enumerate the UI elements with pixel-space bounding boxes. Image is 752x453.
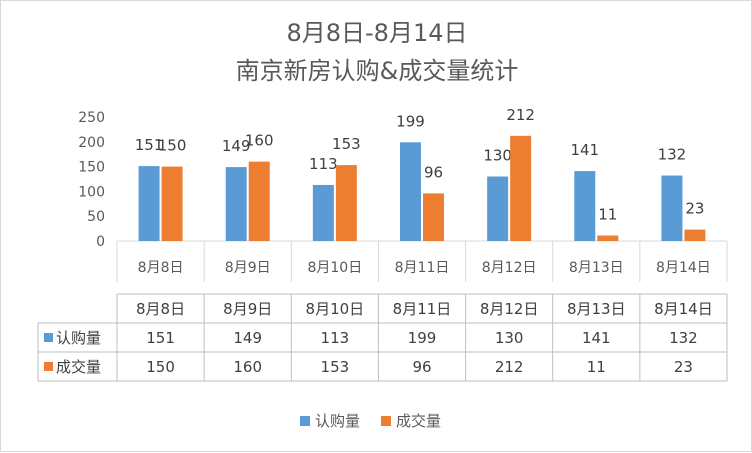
bar bbox=[335, 165, 357, 241]
bar bbox=[423, 193, 444, 241]
table-cell: 130 bbox=[495, 329, 524, 347]
table-header-cell: 8月10日 bbox=[306, 300, 365, 318]
table-cell: 199 bbox=[408, 329, 437, 347]
bar bbox=[400, 142, 421, 241]
table-header-cell: 8月9日 bbox=[223, 300, 272, 318]
bar bbox=[312, 184, 334, 241]
bar bbox=[248, 161, 270, 241]
table-cell: 113 bbox=[321, 329, 350, 347]
data-label: 150 bbox=[158, 137, 187, 155]
table-header-cell: 8月13日 bbox=[567, 300, 626, 318]
bar bbox=[684, 229, 706, 241]
x-tick-label: 8月9日 bbox=[225, 260, 271, 276]
chart-title-line2: 南京新房认购&成交量统计 bbox=[236, 57, 519, 85]
y-tick-label: 250 bbox=[78, 110, 105, 126]
data-label: 11 bbox=[598, 206, 617, 224]
table-cell: 153 bbox=[321, 358, 350, 376]
data-label: 151 bbox=[135, 136, 164, 154]
table-row-label: 成交量 bbox=[56, 358, 101, 376]
legend-label: 成交量 bbox=[396, 412, 441, 430]
data-label: 96 bbox=[424, 163, 443, 181]
data-label: 160 bbox=[245, 132, 274, 150]
data-label: 199 bbox=[396, 112, 425, 130]
x-tick-label: 8月14日 bbox=[656, 260, 711, 276]
data-label: 130 bbox=[483, 147, 512, 165]
table-header-cell: 8月12日 bbox=[480, 300, 539, 318]
y-tick-label: 200 bbox=[78, 135, 105, 151]
table-legend-key bbox=[44, 362, 53, 371]
bar bbox=[574, 171, 596, 241]
y-tick-label: 50 bbox=[87, 209, 105, 225]
table-legend-key bbox=[44, 333, 53, 342]
bar bbox=[661, 175, 683, 241]
bar bbox=[138, 166, 160, 241]
y-tick-label: 0 bbox=[96, 234, 105, 250]
bar bbox=[487, 176, 509, 241]
x-tick-label: 8月10日 bbox=[307, 260, 362, 276]
x-tick-label: 8月12日 bbox=[482, 260, 537, 276]
data-label: 212 bbox=[506, 106, 535, 124]
bar bbox=[161, 166, 183, 241]
table-cell: 160 bbox=[233, 358, 262, 376]
table-cell: 132 bbox=[669, 329, 698, 347]
table-header-cell: 8月8日 bbox=[136, 300, 185, 318]
x-tick-label: 8月13日 bbox=[569, 260, 624, 276]
table-cell: 149 bbox=[233, 329, 262, 347]
bar bbox=[597, 235, 619, 241]
x-tick-label: 8月11日 bbox=[395, 260, 450, 276]
y-axis: 0 50 100 150 200 250 bbox=[78, 110, 105, 250]
table-cell: 212 bbox=[495, 358, 524, 376]
y-tick-label: 100 bbox=[78, 184, 105, 200]
table-cell: 11 bbox=[587, 358, 606, 376]
legend-swatch bbox=[300, 416, 310, 426]
table-header-cell: 8月11日 bbox=[393, 300, 452, 318]
table-header-cell: 8月14日 bbox=[654, 300, 713, 318]
table-row-label: 认购量 bbox=[56, 329, 101, 347]
table-cell: 150 bbox=[146, 358, 175, 376]
data-label: 141 bbox=[570, 141, 599, 159]
data-label: 149 bbox=[222, 137, 251, 155]
data-label: 113 bbox=[309, 155, 338, 173]
table-cell: 141 bbox=[582, 329, 611, 347]
bar bbox=[225, 167, 247, 241]
chart-title-line1: 8月8日-8月14日 bbox=[286, 19, 467, 47]
data-label: 153 bbox=[332, 135, 361, 153]
table-cell: 151 bbox=[146, 329, 175, 347]
y-tick-label: 150 bbox=[78, 160, 105, 176]
table-cell: 23 bbox=[674, 358, 693, 376]
legend-label: 认购量 bbox=[315, 412, 360, 430]
table-cell: 96 bbox=[412, 358, 431, 376]
data-label: 132 bbox=[658, 146, 687, 164]
legend: 认购量 成交量 bbox=[300, 412, 441, 430]
legend-swatch bbox=[381, 416, 391, 426]
bar bbox=[510, 135, 532, 241]
x-tick-label: 8月8日 bbox=[138, 260, 184, 276]
data-label: 23 bbox=[685, 200, 704, 218]
